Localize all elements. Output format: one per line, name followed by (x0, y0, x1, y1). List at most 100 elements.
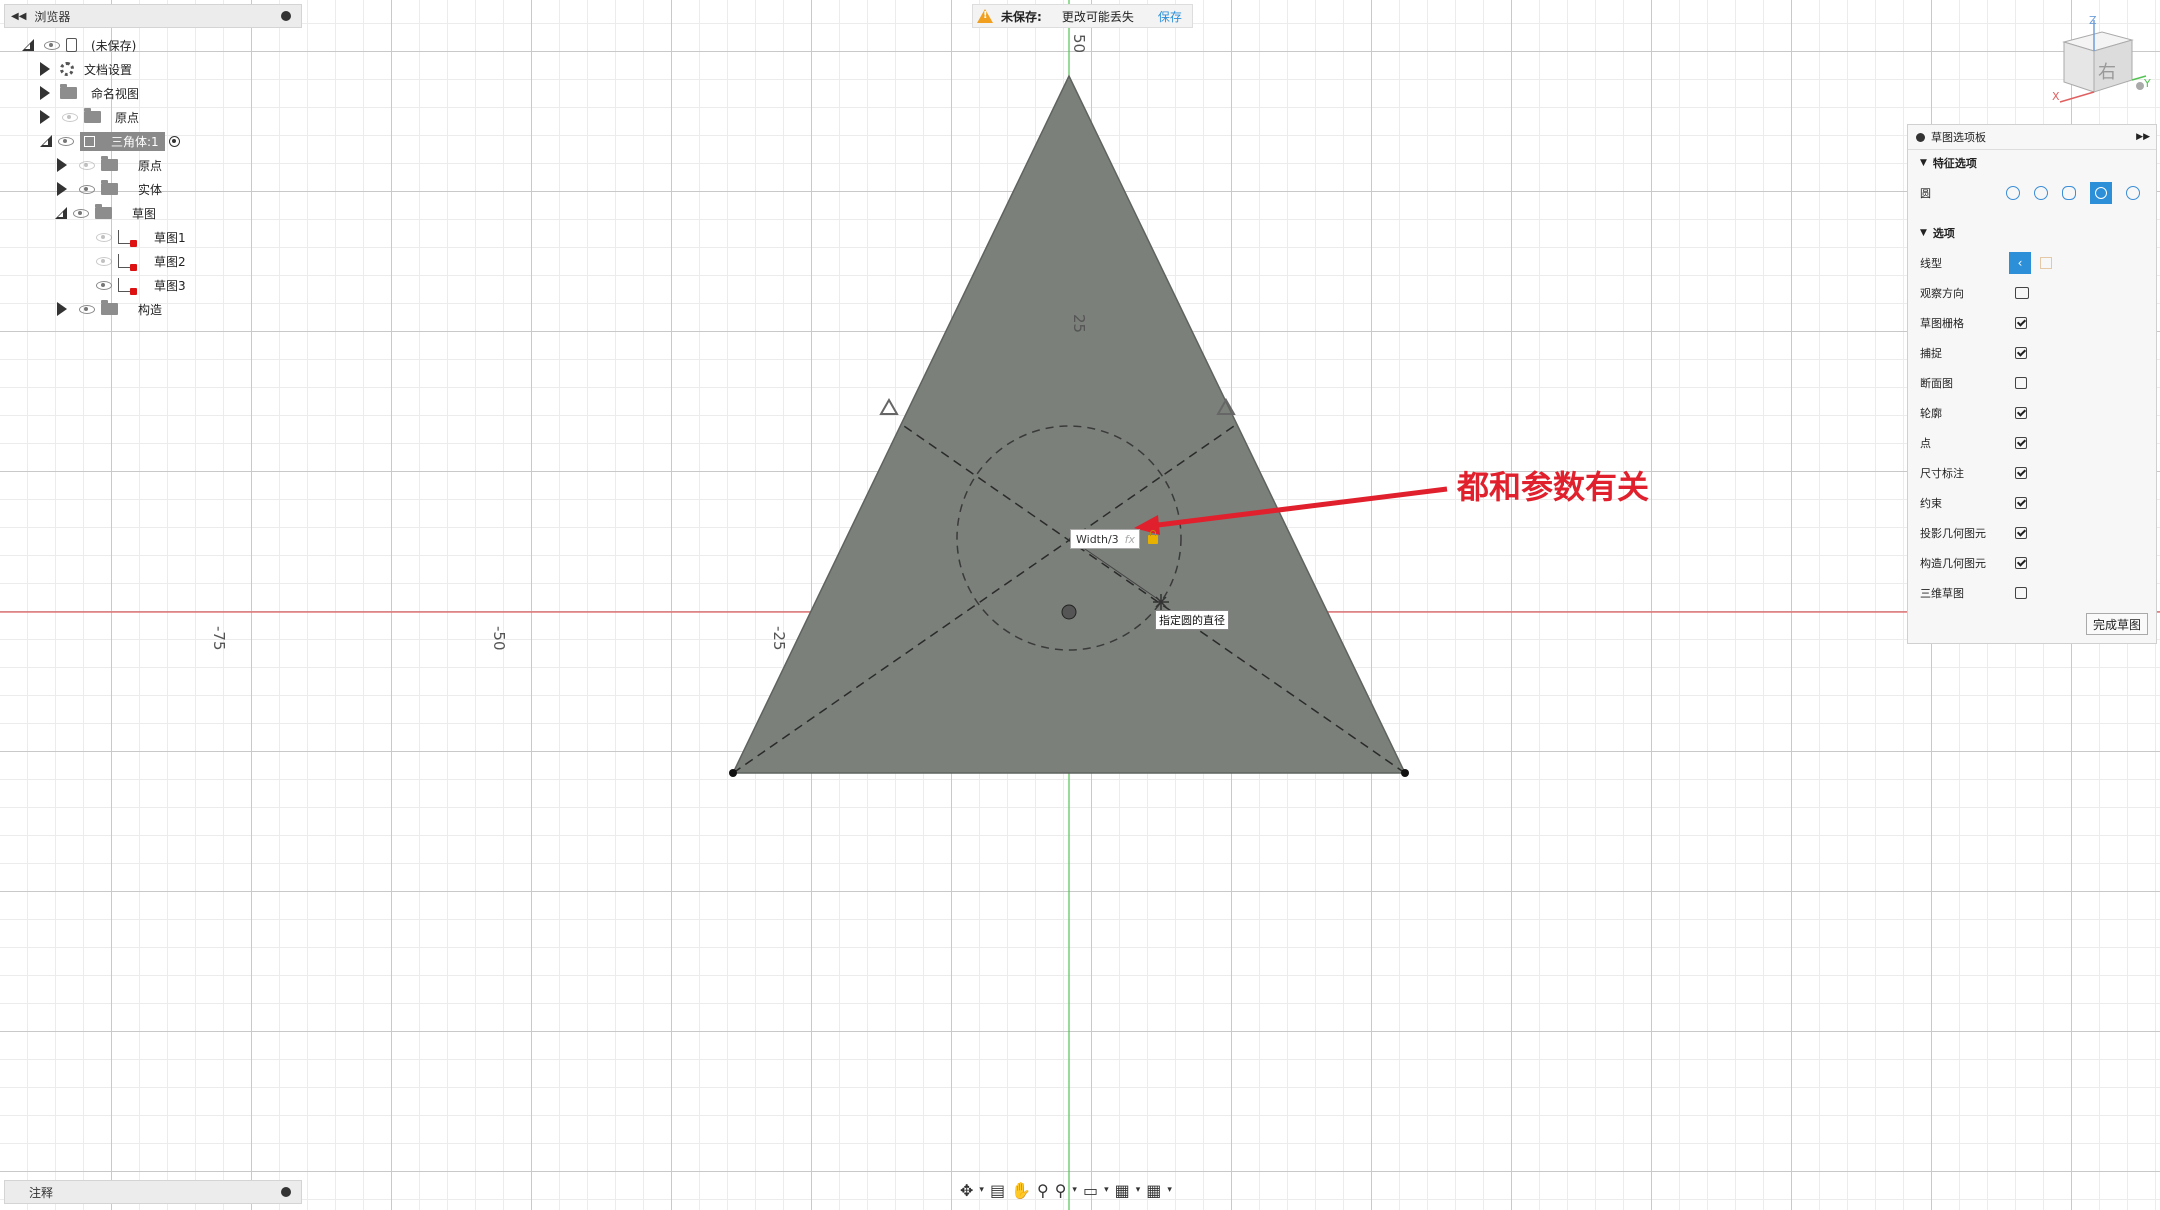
expand-icon[interactable] (40, 135, 52, 147)
palette-expand-icon[interactable]: ▶▶ (2136, 132, 2150, 142)
browser-header: ◀◀ 浏览器 (4, 4, 302, 28)
projected-geometry-checkbox[interactable] (2015, 527, 2027, 539)
tree-item-sketch2[interactable]: 草图2 (90, 250, 186, 272)
tree-item-label: 原点 (115, 110, 140, 125)
visibility-icon[interactable] (58, 136, 74, 146)
tree-item-origin[interactable]: 原点 (40, 106, 139, 128)
centerline-linetype-icon[interactable] (2040, 257, 2052, 269)
dimension-input[interactable]: Width/3 fx (1070, 529, 1140, 549)
tree-item-component[interactable]: 三角体:1 (40, 130, 180, 152)
zoom-icon[interactable]: ⚲ (1036, 1180, 1049, 1200)
option-label: 草图栅格 (1920, 317, 1964, 330)
option-row-profile: 轮廓 (1920, 403, 2146, 423)
viewports-icon[interactable]: ▦ (1146, 1180, 1162, 1200)
display-settings-icon[interactable]: ▭ (1082, 1180, 1099, 1200)
dropdown-icon[interactable]: ▾ (1072, 1185, 1077, 1195)
three-point-circle-icon[interactable] (2062, 186, 2076, 200)
visibility-icon[interactable] (79, 184, 95, 194)
tree-item-sketch1[interactable]: 草图1 (90, 226, 186, 248)
options-section-header[interactable]: ▼ 选项 (1920, 223, 1955, 243)
points-checkbox[interactable] (2015, 437, 2027, 449)
tree-item-document-settings[interactable]: 文档设置 (40, 58, 132, 80)
finish-sketch-button[interactable]: 完成草图 (2086, 613, 2148, 635)
comments-header[interactable]: 注释 (4, 1180, 302, 1204)
circle-label: 圆 (1920, 187, 1931, 200)
tree-root[interactable]: (未保存) (22, 34, 136, 56)
expand-icon[interactable] (40, 62, 50, 76)
option-row-grid: 草图栅格 (1920, 313, 2146, 333)
constraint-icon (879, 397, 899, 415)
feature-section-header[interactable]: ▼ 特征选项 (1920, 153, 1977, 173)
expand-icon[interactable] (57, 158, 67, 172)
dropdown-icon[interactable]: ▾ (1104, 1185, 1109, 1195)
pan-icon[interactable]: ✋ (1011, 1180, 1031, 1200)
constraints-checkbox[interactable] (2015, 497, 2027, 509)
dimensions-checkbox[interactable] (2015, 467, 2027, 479)
orbit-icon[interactable]: ✥ (960, 1180, 974, 1200)
visibility-icon[interactable] (79, 160, 95, 170)
3d-sketch-checkbox[interactable] (2015, 587, 2027, 599)
panel-pin-icon[interactable] (281, 11, 291, 21)
tree-item-label: 草图3 (154, 278, 186, 293)
tree-item-sketches[interactable]: 草图 (55, 202, 156, 224)
collapse-icon[interactable]: ▼ (1920, 228, 1927, 238)
construction-linetype-icon[interactable]: ‹ (2009, 252, 2031, 274)
two-point-circle-icon[interactable] (2034, 186, 2048, 200)
profile-checkbox[interactable] (2015, 407, 2027, 419)
collapse-left-icon[interactable]: ◀◀ (11, 10, 27, 22)
circle-preview (956, 425, 1182, 651)
sketch-icon (118, 254, 137, 271)
expand-icon[interactable] (57, 302, 67, 316)
folder-icon (101, 180, 118, 195)
visibility-icon[interactable] (96, 232, 112, 242)
visibility-icon[interactable] (44, 40, 60, 50)
navigation-toolbar: ✥ ▾ ▤ ✋ ⚲ ⚲ ▾ ▭ ▾ ▦ ▾ ▦ ▾ (960, 1178, 1172, 1202)
look-at-icon[interactable] (2015, 287, 2029, 299)
visibility-icon[interactable] (73, 208, 89, 218)
activate-radio-icon[interactable] (168, 135, 180, 147)
tree-item-origin-sub[interactable]: 原点 (57, 154, 162, 176)
command-tooltip: 指定圆的直径 (1155, 610, 1229, 630)
x-tick-label: -25 (770, 626, 788, 651)
tree-item-bodies[interactable]: 实体 (57, 178, 162, 200)
grid-checkbox[interactable] (2015, 317, 2027, 329)
construction-geometry-checkbox[interactable] (2015, 557, 2027, 569)
triangle-profile (731, 74, 1407, 774)
expand-icon[interactable] (22, 39, 34, 51)
visibility-icon[interactable] (96, 280, 112, 290)
visibility-icon[interactable] (79, 304, 95, 314)
axis-x-label: X (2052, 90, 2060, 103)
lock-icon[interactable] (1148, 530, 1158, 544)
expand-icon[interactable] (55, 207, 67, 219)
fx-icon[interactable]: fx (1124, 532, 1135, 546)
center-circle-icon[interactable] (2006, 186, 2020, 200)
collapse-icon[interactable]: ▼ (1920, 158, 1927, 168)
grid-settings-icon[interactable]: ▦ (1114, 1180, 1130, 1200)
tree-item-construction[interactable]: 构造 (57, 298, 162, 320)
save-link[interactable]: 保存 (1157, 9, 1182, 24)
visibility-icon[interactable] (96, 256, 112, 266)
look-at-icon[interactable]: ▤ (989, 1180, 1006, 1200)
dropdown-icon[interactable]: ▾ (979, 1185, 984, 1195)
inscribed-circle-icon[interactable] (2090, 182, 2112, 204)
fit-icon[interactable]: ⚲ (1054, 1180, 1067, 1200)
add-comment-icon[interactable] (281, 1187, 291, 1197)
expand-icon[interactable] (40, 86, 50, 100)
slice-checkbox[interactable] (2015, 377, 2027, 389)
tangent-circle-icon[interactable] (2126, 186, 2140, 200)
expand-icon[interactable] (57, 182, 67, 196)
option-label: 投影几何图元 (1920, 527, 1986, 540)
palette-pin-icon[interactable] (1916, 132, 1925, 142)
sketch-palette: 草图选项板 ▶▶ ▼ 特征选项 圆 ▼ 选项 线型 ‹ 观察方向 草图栅格 捕捉… (1907, 124, 2157, 644)
option-label: 轮廓 (1920, 407, 1942, 420)
visibility-icon[interactable] (62, 112, 78, 122)
expand-icon[interactable] (40, 110, 50, 124)
dropdown-icon[interactable]: ▾ (1135, 1185, 1141, 1195)
dropdown-icon[interactable]: ▾ (1167, 1185, 1172, 1195)
tree-item-sketch3[interactable]: 草图3 (90, 274, 186, 296)
tree-item-named-views[interactable]: 命名视图 (40, 82, 139, 104)
snap-checkbox[interactable] (2015, 347, 2027, 359)
browser-title: 浏览器 (34, 9, 71, 24)
view-cube[interactable]: 右 Z X Y (2052, 14, 2152, 104)
